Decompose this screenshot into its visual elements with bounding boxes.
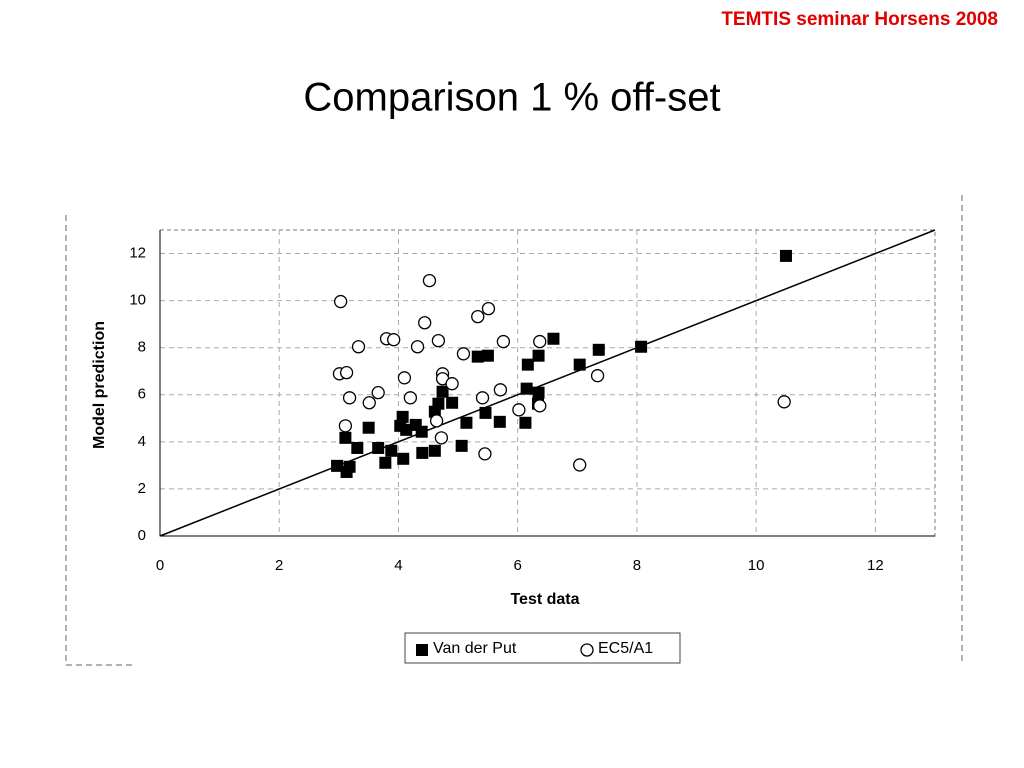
legend-label: Van der Put <box>433 640 517 657</box>
data-point <box>431 333 446 348</box>
data-point <box>590 369 605 383</box>
y-tick-label: 10 <box>129 292 146 309</box>
data-point <box>481 349 494 362</box>
data-point <box>445 377 459 391</box>
data-point <box>333 294 348 309</box>
data-point <box>434 431 449 445</box>
data-point <box>418 316 432 330</box>
data-point <box>573 458 587 472</box>
data-point <box>533 334 547 349</box>
data-point <box>635 340 648 353</box>
data-point <box>493 415 506 428</box>
data-point <box>532 386 545 399</box>
data-point <box>779 249 792 262</box>
legend-label: EC5/A1 <box>598 640 653 657</box>
data-point <box>342 391 357 405</box>
legend-box <box>404 632 681 664</box>
y-tick-label: 12 <box>129 245 146 262</box>
y-tick-label: 8 <box>138 339 146 356</box>
data-point <box>372 441 385 454</box>
data-point <box>397 452 410 465</box>
data-point <box>471 309 485 324</box>
x-tick-label: 0 <box>156 557 164 574</box>
data-point <box>428 444 441 457</box>
data-point <box>777 395 791 409</box>
data-point <box>379 456 392 469</box>
data-point <box>436 385 449 398</box>
data-point <box>471 350 484 363</box>
data-point <box>456 347 471 361</box>
x-axis-title: Test data <box>510 591 579 608</box>
data-point <box>429 414 444 428</box>
frame <box>65 195 963 666</box>
data-point <box>460 416 473 429</box>
x-tick-label: 10 <box>748 557 765 574</box>
data-point <box>475 391 490 405</box>
data-point <box>573 358 586 371</box>
data-point <box>533 399 547 413</box>
legend-marker <box>416 644 428 656</box>
data-point <box>338 419 353 433</box>
y-tick-label: 6 <box>138 386 146 403</box>
data-point <box>409 418 422 431</box>
data-point <box>362 396 376 410</box>
data-point <box>479 406 492 419</box>
chart-title: Comparison 1 % off-set <box>303 76 720 120</box>
legend-marker <box>580 643 594 657</box>
x-tick-label: 4 <box>394 557 402 574</box>
data-point <box>496 334 511 349</box>
data-point <box>397 371 412 385</box>
data-point <box>339 365 354 380</box>
data-point <box>446 396 459 409</box>
data-point <box>520 382 533 395</box>
data-point <box>362 421 375 434</box>
data-point <box>343 460 356 473</box>
data-point <box>331 459 344 472</box>
data-point <box>478 447 492 461</box>
x-tick-label: 6 <box>514 557 522 574</box>
data-point <box>394 419 407 432</box>
data-point <box>481 301 496 316</box>
data-point <box>403 391 418 405</box>
data-point <box>519 416 532 429</box>
x-tick-label: 8 <box>633 557 641 574</box>
x-tick-label: 12 <box>867 557 884 574</box>
data-point <box>547 332 560 345</box>
reference-line <box>159 229 936 537</box>
x-tick-label: 2 <box>275 557 283 574</box>
data-point <box>351 340 366 354</box>
y-tick-label: 0 <box>138 527 146 544</box>
y-tick-label: 4 <box>138 433 146 450</box>
data-point <box>416 446 429 459</box>
data-point <box>351 441 364 454</box>
data-point <box>385 444 398 457</box>
data-point <box>422 273 437 288</box>
data-point <box>410 340 425 354</box>
data-point <box>512 403 526 417</box>
data-point <box>532 349 545 362</box>
data-point <box>387 333 401 347</box>
data-point <box>371 386 385 400</box>
data-point <box>493 383 508 397</box>
y-tick-label: 2 <box>138 480 146 497</box>
data-point <box>455 439 468 452</box>
data-point <box>592 343 605 356</box>
y-axis-title: Model prediction <box>91 321 108 449</box>
data-point <box>521 358 534 371</box>
data-point <box>339 431 352 444</box>
header: TEMTIS seminar Horsens 2008 <box>721 9 998 30</box>
